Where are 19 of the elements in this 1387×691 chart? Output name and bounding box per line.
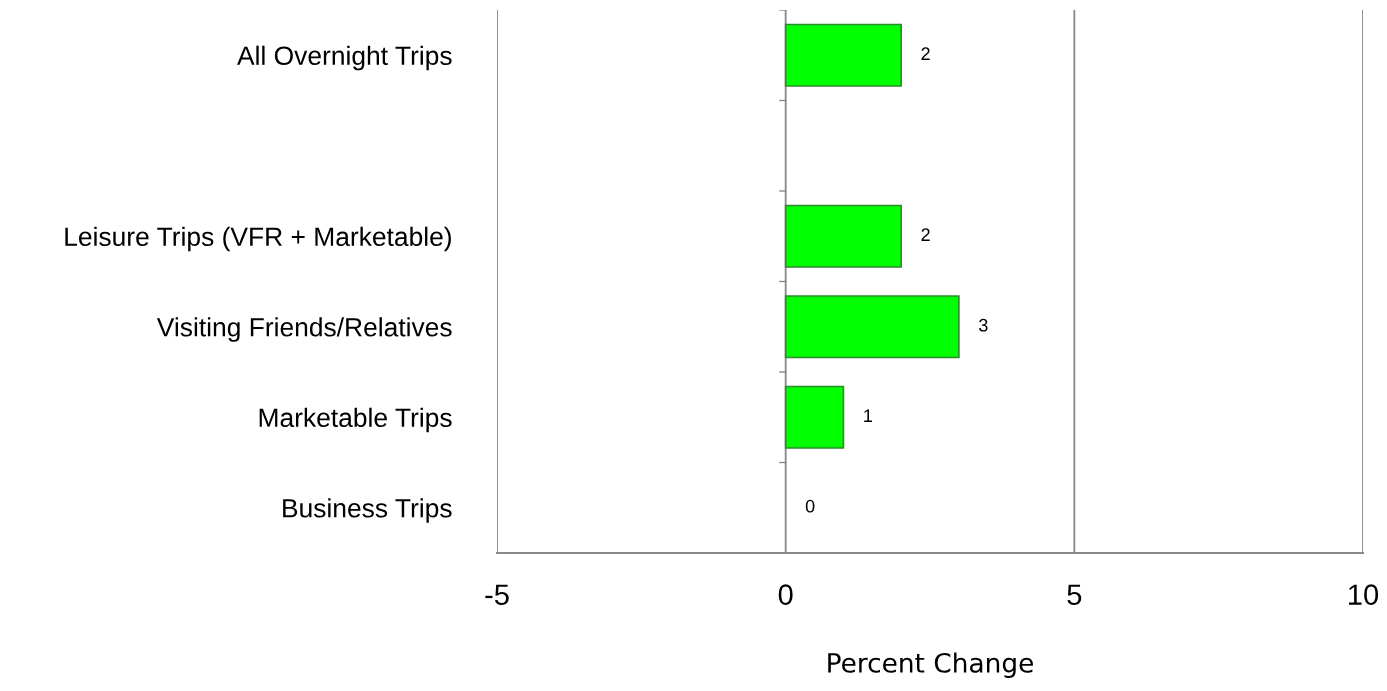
- bar: [784, 204, 902, 268]
- data-label: 3: [979, 318, 988, 332]
- data-label: 2: [921, 47, 930, 60]
- data-label: 1: [864, 409, 872, 422]
- data-label: 2: [921, 228, 930, 241]
- bar: [784, 295, 960, 359]
- data-label: 0: [805, 499, 815, 513]
- x-tick-label: 10: [1349, 584, 1379, 605]
- y-tick-label: Leisure Trips (VFR + Marketable): [65, 226, 451, 252]
- y-tick-label: Marketable Trips: [259, 407, 452, 433]
- x-tick-label: 0: [778, 584, 793, 605]
- bar: [784, 385, 845, 449]
- bar: [784, 23, 902, 87]
- y-tick-label: All Overnight Trips: [237, 45, 452, 71]
- y-tick-label: Business Trips: [283, 498, 452, 523]
- y-tick-label: Visiting Friends/Relatives: [156, 317, 452, 342]
- x-axis-title: Percent Change: [828, 652, 1033, 678]
- x-tick-label: 5: [1067, 584, 1082, 605]
- x-tick-label: -5: [485, 584, 509, 605]
